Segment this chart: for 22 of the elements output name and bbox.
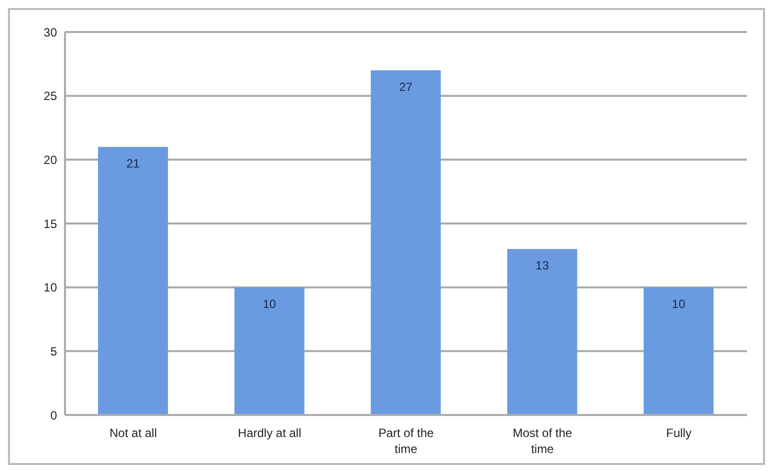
data-label: 27 (399, 80, 413, 94)
bar (507, 249, 578, 415)
y-tick-label: 15 (44, 216, 58, 231)
bar (644, 287, 714, 415)
bar (370, 70, 441, 415)
y-tick-label: 20 (44, 152, 58, 167)
y-tick-label: 30 (44, 25, 58, 40)
x-tick-label: Part of the time (378, 426, 434, 456)
data-label: 21 (126, 156, 140, 170)
bar (234, 287, 304, 415)
x-tick-label: Fully (666, 426, 692, 440)
y-tick-label: 10 (44, 280, 58, 295)
data-label: 13 (536, 258, 550, 273)
data-label: 10 (672, 296, 686, 311)
x-tick-label: Not at all (110, 426, 157, 440)
bar (98, 146, 168, 415)
y-tick-label: 25 (44, 89, 58, 104)
y-tick-label: 0 (50, 408, 58, 422)
data-label: 10 (262, 296, 276, 311)
x-tick-label: Most of the time (512, 426, 572, 456)
x-tick-label: Hardly at all (238, 426, 302, 440)
y-tick-label: 5 (50, 344, 58, 358)
